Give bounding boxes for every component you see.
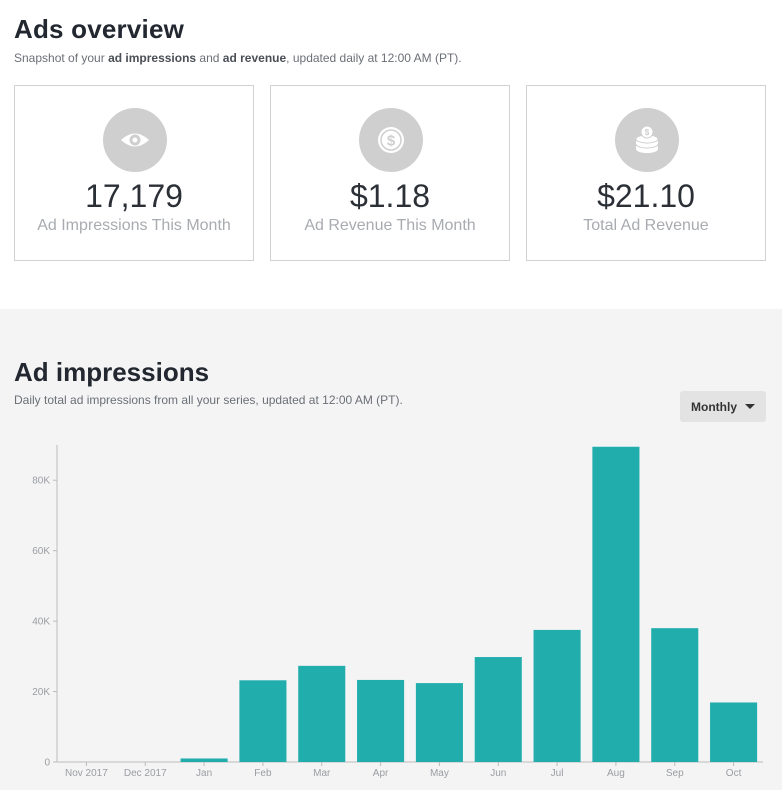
x-tick-label: Apr xyxy=(373,768,389,779)
revenue-month-value: $1.18 xyxy=(349,178,431,214)
impressions-month-label: Ad Impressions This Month xyxy=(37,217,231,234)
bar-4 xyxy=(298,665,346,762)
total-revenue-card: $ $21.10 Total Ad Revenue xyxy=(526,85,766,261)
impressions-month-card: 17,179 Ad Impressions This Month xyxy=(14,85,254,261)
bar-11 xyxy=(710,702,758,762)
section-subtitle: Daily total ad impressions from all your… xyxy=(14,393,403,407)
y-tick-label: 40K xyxy=(32,617,50,628)
y-tick-label: 80K xyxy=(32,476,50,487)
x-tick-label: Oct xyxy=(726,768,742,779)
ads-overview-section: Ads overview Snapshot of your ad impress… xyxy=(0,0,782,309)
subtitle-text: Snapshot of your xyxy=(14,51,109,65)
total-revenue-value: $21.10 xyxy=(597,178,695,214)
revenue-month-card: $ $1.18 Ad Revenue This Month xyxy=(270,85,510,261)
period-dropdown-label: Monthly xyxy=(691,399,737,414)
bar-6 xyxy=(415,683,463,762)
dollar-coin-icon: $ xyxy=(359,108,423,172)
x-tick-label: Nov 2017 xyxy=(65,768,108,779)
y-tick-label: 60K xyxy=(32,546,50,557)
revenue-month-label: Ad Revenue This Month xyxy=(304,217,476,234)
x-tick-label: Jan xyxy=(196,768,212,779)
y-tick-label: 0 xyxy=(44,758,50,769)
bar-5 xyxy=(357,679,405,762)
subtitle-bold-impressions: ad impressions xyxy=(108,51,197,65)
ad-impressions-section: Ad impressions Daily total ad impression… xyxy=(0,309,782,790)
bar-7 xyxy=(474,657,522,762)
x-tick-label: Aug xyxy=(607,768,625,779)
svg-text:$: $ xyxy=(387,133,396,150)
bar-8 xyxy=(533,629,581,762)
x-tick-label: Feb xyxy=(254,768,272,779)
period-dropdown[interactable]: Monthly xyxy=(680,391,766,422)
chevron-down-icon xyxy=(745,404,755,409)
x-tick-label: Sep xyxy=(666,768,684,779)
bar-9 xyxy=(592,446,640,762)
page-title: Ads overview xyxy=(14,14,185,44)
eye-icon xyxy=(103,108,167,172)
overview-subtitle: Snapshot of your ad impressions and ad r… xyxy=(14,51,462,65)
subtitle-text: and xyxy=(196,51,223,65)
total-revenue-label: Total Ad Revenue xyxy=(583,217,709,234)
section-title: Ad impressions xyxy=(14,357,210,387)
x-tick-label: May xyxy=(430,768,449,779)
x-tick-label: Mar xyxy=(313,768,331,779)
subtitle-text: , updated daily at 12:00 AM (PT). xyxy=(286,51,462,65)
bar-2 xyxy=(180,758,228,762)
svg-text:$: $ xyxy=(645,128,650,137)
x-tick-label: Dec 2017 xyxy=(124,768,167,779)
x-tick-label: Jun xyxy=(490,768,506,779)
bar-10 xyxy=(651,628,699,762)
x-tick-label: Jul xyxy=(551,768,564,779)
bar-3 xyxy=(239,680,287,762)
coin-stack-icon: $ xyxy=(615,108,679,172)
impressions-month-value: 17,179 xyxy=(85,178,183,214)
subtitle-bold-revenue: ad revenue xyxy=(222,51,287,65)
y-tick-label: 20K xyxy=(32,687,50,698)
impressions-bar-chart: 0 20K 40K 60K 80K Nov 2017 Dec 2017 Jan Feb Mar Ap… xyxy=(32,445,763,779)
